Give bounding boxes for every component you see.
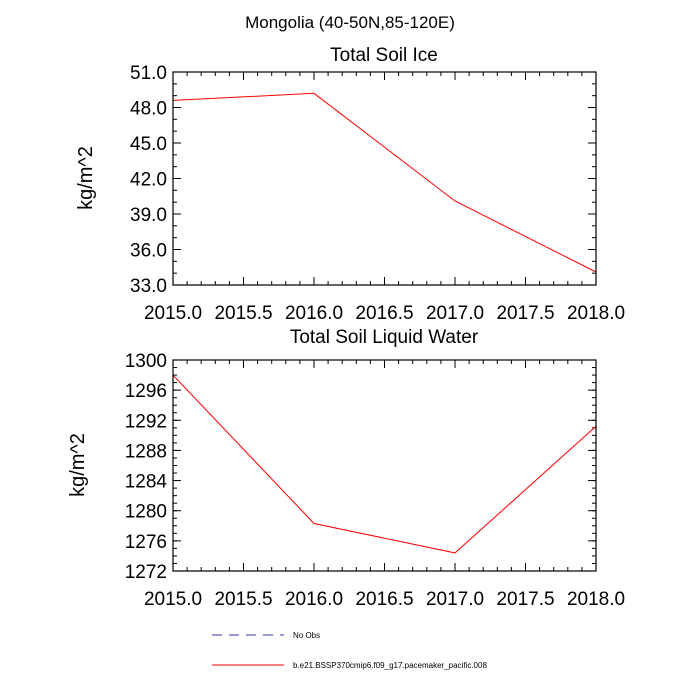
legend-model-label: b.e21.BSSP370cmip6.f09_g17.pacemaker_pac… <box>293 661 487 670</box>
y-axis-label: kg/m^2 <box>67 433 89 497</box>
x-tick-label: 2015.5 <box>214 589 272 610</box>
plot-frame <box>172 71 597 286</box>
y-tick-label: 45.0 <box>130 134 167 155</box>
tick-marks <box>172 71 597 286</box>
y-tick-labels: 33.0 36.0 39.0 42.0 45.0 48.0 51.0 <box>130 63 167 297</box>
y-tick-label: 48.0 <box>130 99 167 120</box>
y-tick-label: 1280 <box>125 502 167 523</box>
x-tick-label: 2017.0 <box>426 589 484 610</box>
y-tick-label: 1288 <box>125 441 167 462</box>
x-tick-label: 2015.0 <box>144 589 202 610</box>
y-tick-label: 33.0 <box>130 276 167 297</box>
y-tick-label: 36.0 <box>130 241 167 262</box>
legend-obs-label: No Obs <box>293 631 320 640</box>
tick-marks <box>172 359 597 572</box>
x-tick-labels: 2015.0 2015.5 2016.0 2016.5 2017.0 2017.5 2018… <box>144 589 625 610</box>
figure-title: Mongolia (40-50N,85-120E) <box>245 13 455 32</box>
series-line <box>172 374 597 554</box>
y-tick-label: 39.0 <box>130 205 167 226</box>
y-tick-labels: 1272 1276 1280 1284 1288 1292 1296 1300 <box>125 351 168 583</box>
x-tick-label: 2016.0 <box>285 303 343 324</box>
x-tick-label: 2018.0 <box>567 303 625 324</box>
data-series <box>172 374 597 554</box>
plot-frame <box>172 359 597 572</box>
x-tick-label: 2017.5 <box>496 303 554 324</box>
x-tick-label: 2015.0 <box>144 303 202 324</box>
panel-total-soil-liquid-water: Total Soil Liquid Water kg/m^2 127212761… <box>67 327 625 610</box>
y-tick-label: 1300 <box>125 351 167 372</box>
y-tick-label: 1292 <box>125 411 167 432</box>
x-tick-label: 2016.5 <box>355 303 413 324</box>
y-tick-label: 51.0 <box>130 63 167 84</box>
y-tick-label: 1272 <box>125 562 167 583</box>
legend: No Obs b.e21.BSSP370cmip6.f09_g17.pacema… <box>212 631 487 670</box>
data-series <box>172 92 597 273</box>
panel-title: Total Soil Ice <box>330 45 438 66</box>
x-tick-label: 2017.0 <box>426 303 484 324</box>
panel-title: Total Soil Liquid Water <box>290 327 479 348</box>
y-tick-label: 1296 <box>125 381 167 402</box>
series-line <box>172 92 597 273</box>
x-tick-labels: 2015.0 2015.5 2016.0 2016.5 2017.0 2017.5 2018… <box>144 303 625 324</box>
y-tick-label: 1276 <box>125 532 167 553</box>
x-tick-label: 2015.5 <box>214 303 272 324</box>
x-tick-label: 2018.0 <box>567 589 625 610</box>
x-tick-label: 2016.0 <box>285 589 343 610</box>
x-tick-label: 2016.5 <box>355 589 413 610</box>
panel-total-soil-ice: Total Soil Ice kg/m^2 33.0 36.0 39.0 42.0 45… <box>75 45 625 324</box>
x-tick-label: 2017.5 <box>496 589 554 610</box>
y-tick-label: 1284 <box>125 472 168 493</box>
y-axis-label: kg/m^2 <box>75 146 97 210</box>
y-tick-label: 42.0 <box>130 170 167 191</box>
